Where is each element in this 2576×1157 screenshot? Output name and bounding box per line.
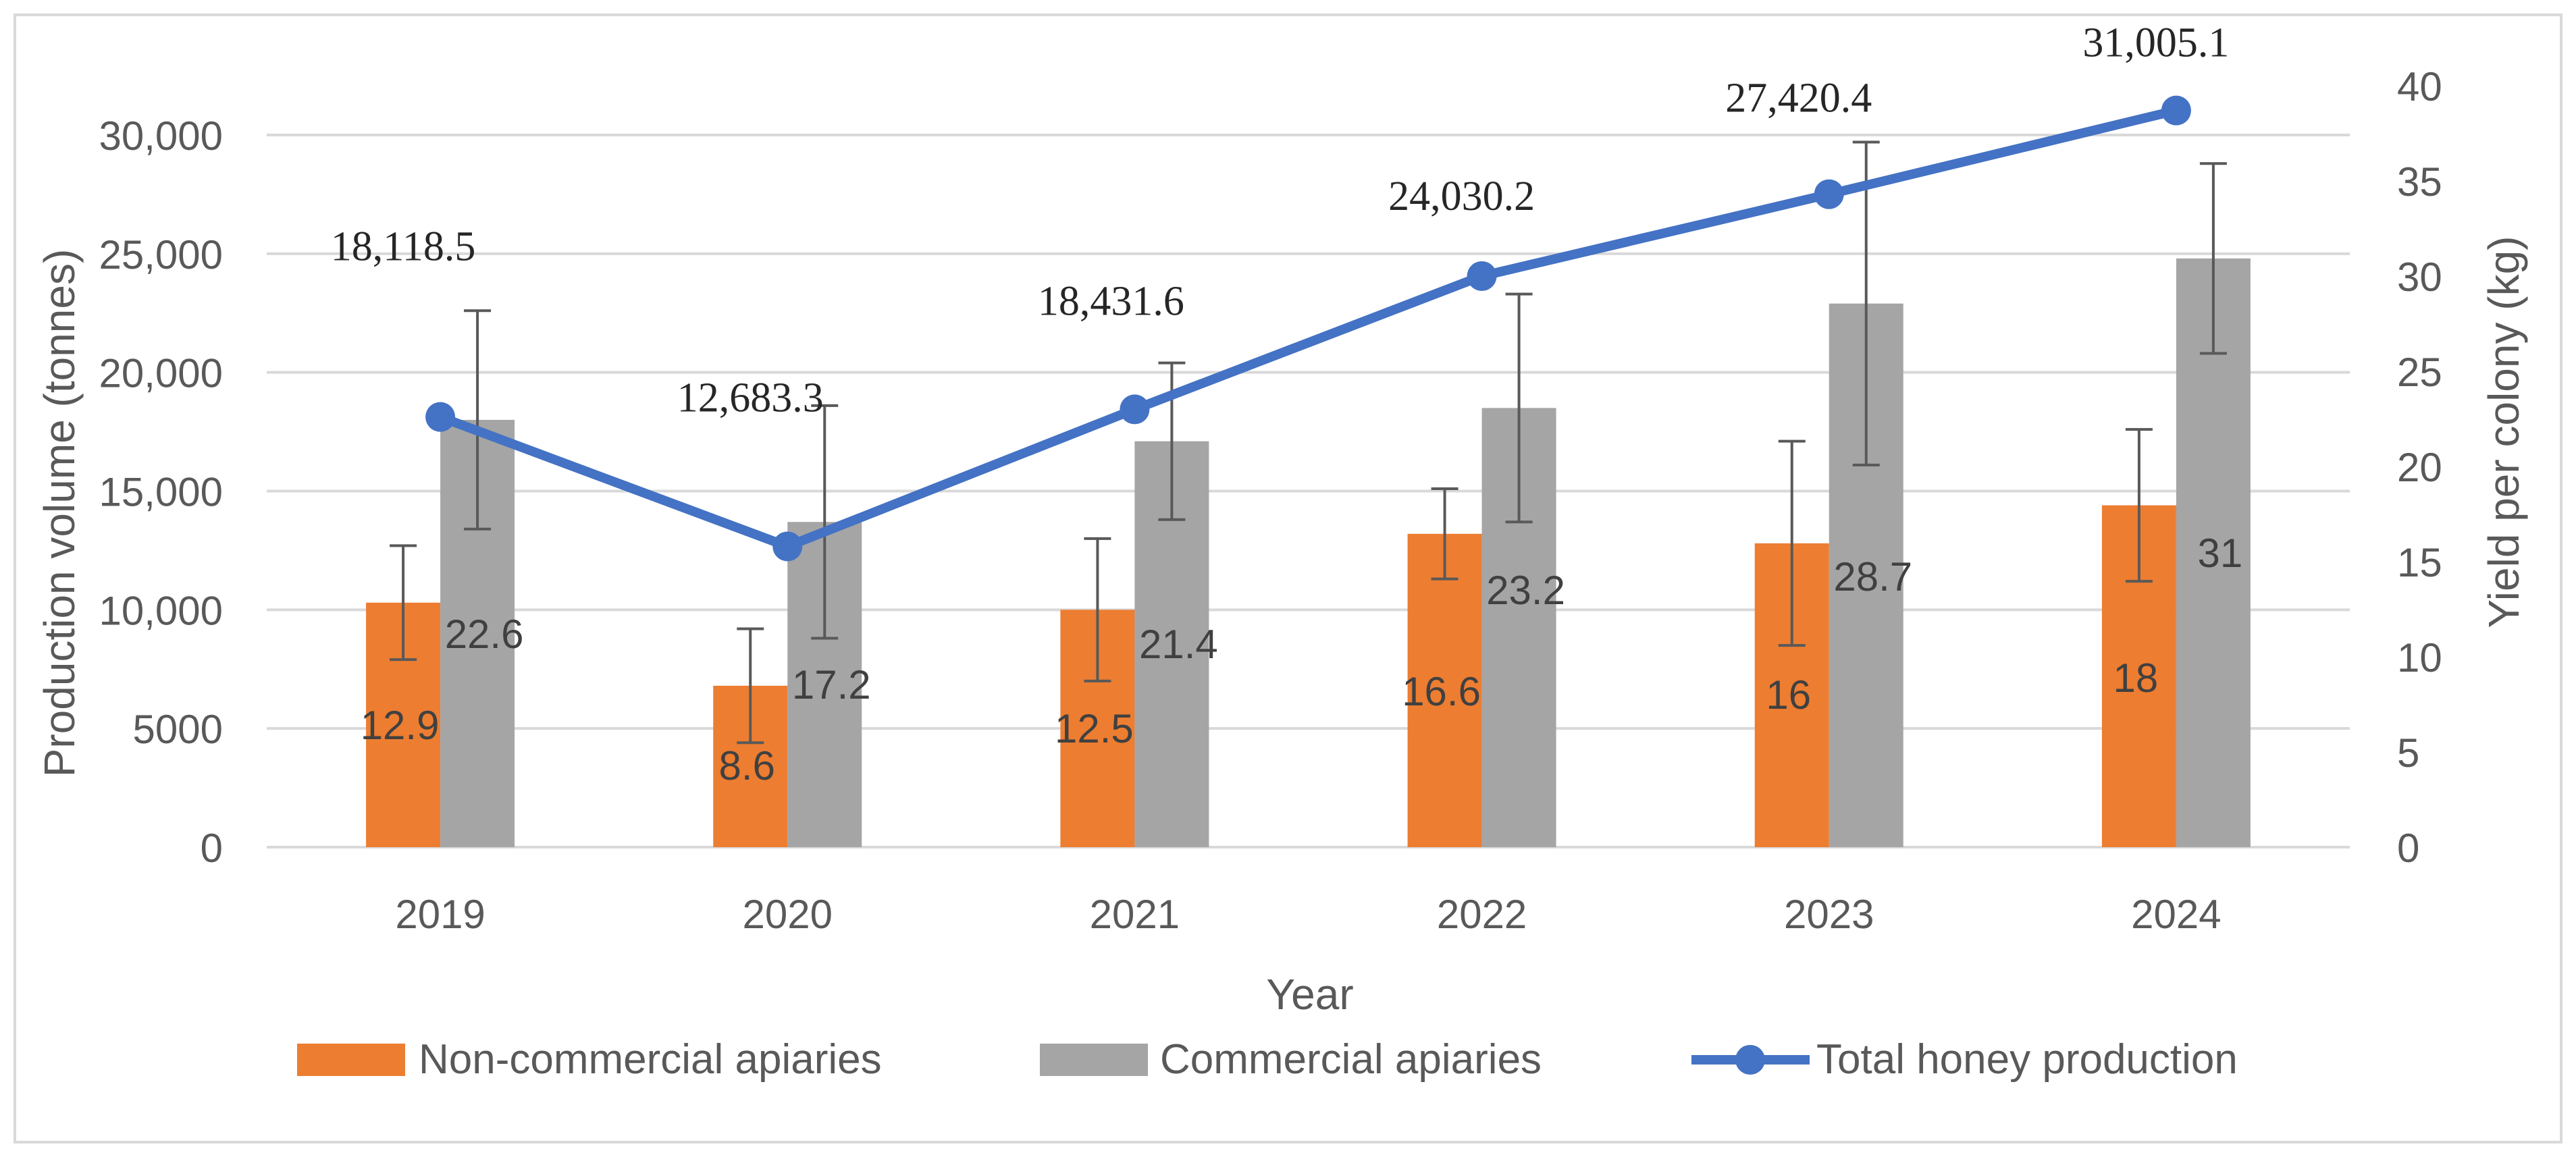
- y-axis-left-title: Production volume (tonnes): [35, 249, 84, 778]
- y-right-tick-label-5: 5: [2397, 730, 2419, 776]
- data-label-non-commercial-2019: 12.9: [361, 703, 440, 748]
- legend-label-commercial: Commercial apiaries: [1160, 1036, 1542, 1083]
- error-bar-non-commercial-2020: [737, 627, 764, 745]
- legend-item-commercial: Commercial apiaries: [1040, 1036, 1542, 1083]
- error-bar-non-commercial-2021: [1084, 537, 1111, 682]
- y-right-tick-label-20: 20: [2397, 445, 2442, 490]
- data-label-non-commercial-2022: 16.6: [1402, 669, 1481, 714]
- line-point-total-2023: [1814, 179, 1844, 209]
- y-left-tick-label-10000: 10,000: [99, 588, 223, 633]
- legend: Non-commercial apiaries Commercial apiar…: [297, 1036, 2238, 1083]
- line-total-honey-production: [438, 105, 2178, 551]
- y-left-tick-label-0: 0: [201, 826, 223, 871]
- error-bar-non-commercial-2023: [1778, 439, 1806, 647]
- legend-label-non-commercial: Non-commercial apiaries: [419, 1036, 882, 1083]
- y-right-tick-label-10: 10: [2397, 635, 2442, 680]
- data-label-total-2021: 18,431.6: [1038, 278, 1184, 324]
- data-label-commercial-2021: 21.4: [1139, 622, 1218, 667]
- data-label-commercial-2024: 31: [2198, 531, 2243, 576]
- legend-item-non-commercial: Non-commercial apiaries: [297, 1036, 882, 1083]
- y-left-tick-label-15000: 15,000: [99, 470, 223, 515]
- line-point-total-2019: [425, 402, 456, 432]
- legend-swatch-non-commercial: [297, 1044, 405, 1076]
- legend-marker-total: [1735, 1045, 1765, 1075]
- bar-non-commercial-2022: [1407, 533, 1482, 847]
- line-point-total-2021: [1120, 394, 1150, 425]
- x-tick-label-2023: 2023: [1784, 892, 1874, 937]
- error-bar-commercial-2023: [1852, 140, 1880, 466]
- y-axis-right-title: Yield per colony (kg): [2479, 236, 2528, 628]
- data-label-commercial-2022: 23.2: [1486, 568, 1565, 613]
- x-axis-title: Year: [1266, 970, 1353, 1019]
- x-tick-label-2022: 2022: [1437, 892, 1527, 937]
- line-series: [425, 95, 2191, 562]
- x-tick-label-2021: 2021: [1090, 892, 1180, 937]
- data-label-total-2020: 12,683.3: [677, 375, 824, 421]
- data-label-total-2023: 27,420.4: [1725, 76, 1872, 122]
- x-tick-label-2024: 2024: [2131, 892, 2221, 937]
- error-bar-non-commercial-2019: [390, 544, 417, 662]
- y-right-tick-label-15: 15: [2397, 540, 2442, 585]
- legend-label-total: Total honey production: [1816, 1036, 2238, 1083]
- error-bars: [390, 140, 2227, 745]
- error-bar-commercial-2019: [464, 309, 492, 531]
- data-label-total-2024: 31,005.1: [2082, 20, 2229, 66]
- y-right-tick-label-30: 30: [2397, 254, 2442, 300]
- axes: Production volume (tonnes) Yield per col…: [35, 64, 2528, 1019]
- bar-commercial-2024: [2176, 258, 2251, 847]
- x-tick-label-2019: 2019: [395, 892, 485, 937]
- data-label-commercial-2019: 22.6: [445, 612, 524, 657]
- data-label-non-commercial-2023: 16: [1766, 672, 1811, 718]
- data-label-non-commercial-2024: 18: [2113, 655, 2159, 701]
- data-label-total-2022: 24,030.2: [1388, 173, 1535, 219]
- y-right-tick-label-25: 25: [2397, 350, 2442, 395]
- y-left-tick-label-25000: 25,000: [99, 232, 223, 277]
- y-left-tick-label-20000: 20,000: [99, 351, 223, 396]
- data-label-commercial-2023: 28.7: [1833, 554, 1912, 599]
- data-label-total-2019: 18,118.5: [331, 224, 476, 270]
- error-bar-non-commercial-2022: [1431, 487, 1458, 581]
- data-labels: 12.9 8.6 12.5 16.6 16 18 22.6 17.2 21.4 23.2 28.7 3…: [331, 20, 2243, 788]
- data-label-commercial-2020: 17.2: [792, 662, 871, 707]
- error-bar-non-commercial-2024: [2125, 428, 2153, 583]
- data-label-non-commercial-2020: 8.6: [719, 743, 775, 788]
- y-left-tick-label-5000: 5000: [133, 707, 223, 752]
- line-point-total-2020: [772, 531, 803, 562]
- data-label-non-commercial-2021: 12.5: [1055, 706, 1134, 751]
- error-bar-commercial-2021: [1158, 361, 1186, 521]
- y-right-tick-label-35: 35: [2397, 159, 2442, 205]
- y-right-tick-label-40: 40: [2397, 64, 2442, 109]
- error-bar-commercial-2022: [1505, 292, 1533, 524]
- legend-swatch-commercial: [1040, 1044, 1148, 1076]
- gridlines: [267, 134, 2350, 849]
- x-tick-label-2020: 2020: [743, 892, 833, 937]
- y-right-tick-label-0: 0: [2397, 826, 2419, 871]
- y-left-tick-label-30000: 30,000: [99, 113, 223, 159]
- error-bar-commercial-2020: [811, 404, 839, 640]
- error-bar-commercial-2024: [2199, 162, 2227, 355]
- line-point-total-2022: [1467, 261, 1497, 291]
- line-point-total-2024: [2161, 95, 2191, 126]
- legend-item-total: Total honey production: [1691, 1036, 2238, 1083]
